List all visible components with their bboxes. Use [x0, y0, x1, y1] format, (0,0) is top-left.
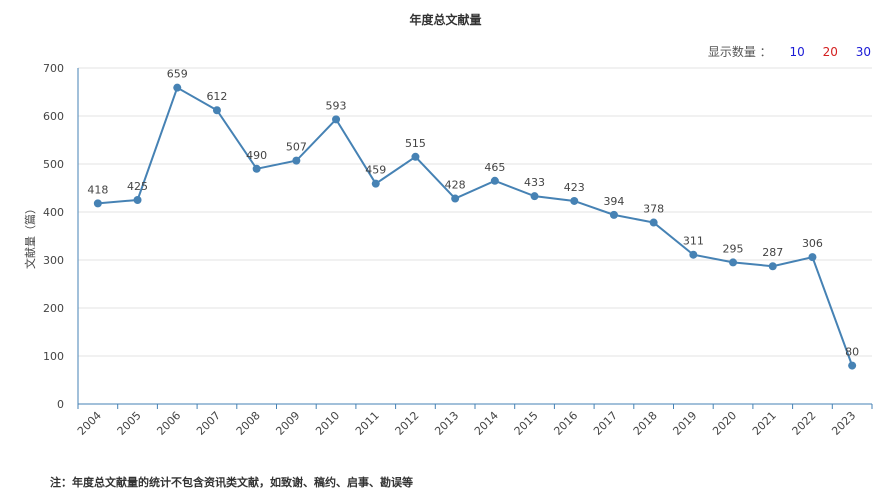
axes	[77, 68, 873, 409]
y-tick-label: 0	[57, 398, 64, 411]
data-point[interactable]	[689, 250, 698, 259]
data-point[interactable]	[371, 179, 380, 188]
data-point[interactable]	[649, 218, 658, 227]
y-tick-label: 200	[43, 302, 64, 315]
x-tick-label: 2008	[234, 409, 263, 438]
x-tick-label: 2009	[273, 409, 302, 438]
y-tick-labels: 0 100 200 300 400 500 600 700	[43, 62, 64, 411]
x-tick-label: 2011	[353, 409, 382, 438]
data-point[interactable]	[729, 258, 738, 267]
x-tick-label: 2004	[75, 409, 104, 438]
y-axis-title: 文献量（篇）	[23, 203, 37, 269]
display-count-option-20[interactable]: 20	[822, 45, 838, 59]
x-tick-label: 2017	[591, 409, 620, 438]
data-point[interactable]	[252, 164, 261, 173]
data-point[interactable]	[133, 196, 142, 204]
display-count-label: 显示数量 ：	[707, 45, 772, 59]
data-label: 425	[127, 180, 148, 193]
y-tick-label: 600	[43, 110, 64, 123]
data-point[interactable]	[411, 152, 420, 161]
data-point[interactable]	[173, 83, 182, 92]
x-tick-labels: 2004 2005 2006 2007 2008 2009 2010 2011 2012 2013…	[75, 409, 858, 438]
x-tick-label: 2013	[432, 409, 461, 438]
x-tick-label: 2019	[670, 409, 699, 438]
data-point[interactable]	[848, 361, 857, 370]
x-tick-label: 2010	[313, 409, 342, 438]
y-tick-label: 100	[43, 350, 64, 363]
x-tick-label: 2022	[790, 409, 819, 438]
data-label: 507	[286, 141, 307, 154]
x-tick-label: 2005	[115, 409, 144, 438]
series-line	[97, 86, 854, 366]
data-label: 459	[365, 164, 386, 177]
x-tick-label: 2012	[393, 409, 422, 438]
x-tick-label: 2020	[710, 409, 739, 438]
display-count-option-30[interactable]: 30	[855, 45, 871, 59]
display-count-option-10[interactable]: 10	[789, 45, 805, 59]
data-label: 433	[524, 176, 545, 189]
x-tick-label: 2007	[194, 409, 223, 438]
data-label: 490	[246, 149, 267, 162]
data-label: 295	[723, 242, 744, 255]
y-tick-label: 300	[43, 254, 64, 267]
y-tick-label: 500	[43, 158, 64, 171]
data-label: 428	[445, 179, 466, 192]
series-line	[97, 86, 854, 366]
data-label: 659	[167, 68, 188, 81]
data-label: 80	[845, 346, 859, 359]
data-points	[93, 83, 857, 370]
x-tick-label: 2021	[750, 409, 779, 438]
data-point[interactable]	[609, 210, 618, 219]
data-point[interactable]	[530, 192, 539, 201]
data-label: 465	[484, 161, 505, 174]
display-count-selector: 显示数量 ： 10 20 30	[708, 43, 871, 60]
data-label: 394	[603, 195, 624, 208]
data-label: 593	[326, 99, 347, 112]
data-label: 515	[405, 137, 426, 150]
data-point[interactable]	[808, 253, 817, 262]
data-label: 423	[564, 181, 585, 194]
x-tick-label: 2006	[154, 409, 183, 438]
data-label: 418	[87, 183, 108, 196]
data-point[interactable]	[292, 156, 301, 165]
data-label: 306	[802, 237, 823, 250]
data-label: 287	[762, 246, 783, 259]
data-point[interactable]	[451, 194, 460, 203]
data-label: 311	[683, 235, 704, 248]
chart-title: 年度总文献量	[409, 13, 482, 27]
x-tick-label: 2016	[551, 409, 580, 438]
footnote: 注：年度总文献量的统计不包含资讯类文献，如致谢、稿约、启事、勘误等	[50, 476, 413, 489]
x-tick-label: 2023	[829, 409, 858, 438]
data-point[interactable]	[768, 262, 777, 271]
data-label: 378	[643, 203, 664, 216]
grid-lines	[78, 67, 872, 405]
x-tick-label: 2018	[631, 409, 660, 438]
x-tick-label: 2015	[512, 409, 541, 438]
y-tick-label: 700	[43, 62, 64, 75]
x-tick-label: 2014	[472, 409, 501, 438]
y-tick-label: 400	[43, 206, 64, 219]
data-label: 612	[206, 90, 227, 103]
data-labels: 418 425 659 612 490 507 593 459 515 428 465 433 423 3…	[87, 68, 859, 359]
data-point[interactable]	[570, 196, 579, 205]
data-point[interactable]	[93, 199, 102, 208]
data-point[interactable]	[490, 176, 499, 185]
data-point[interactable]	[212, 106, 221, 115]
data-point[interactable]	[332, 115, 341, 124]
